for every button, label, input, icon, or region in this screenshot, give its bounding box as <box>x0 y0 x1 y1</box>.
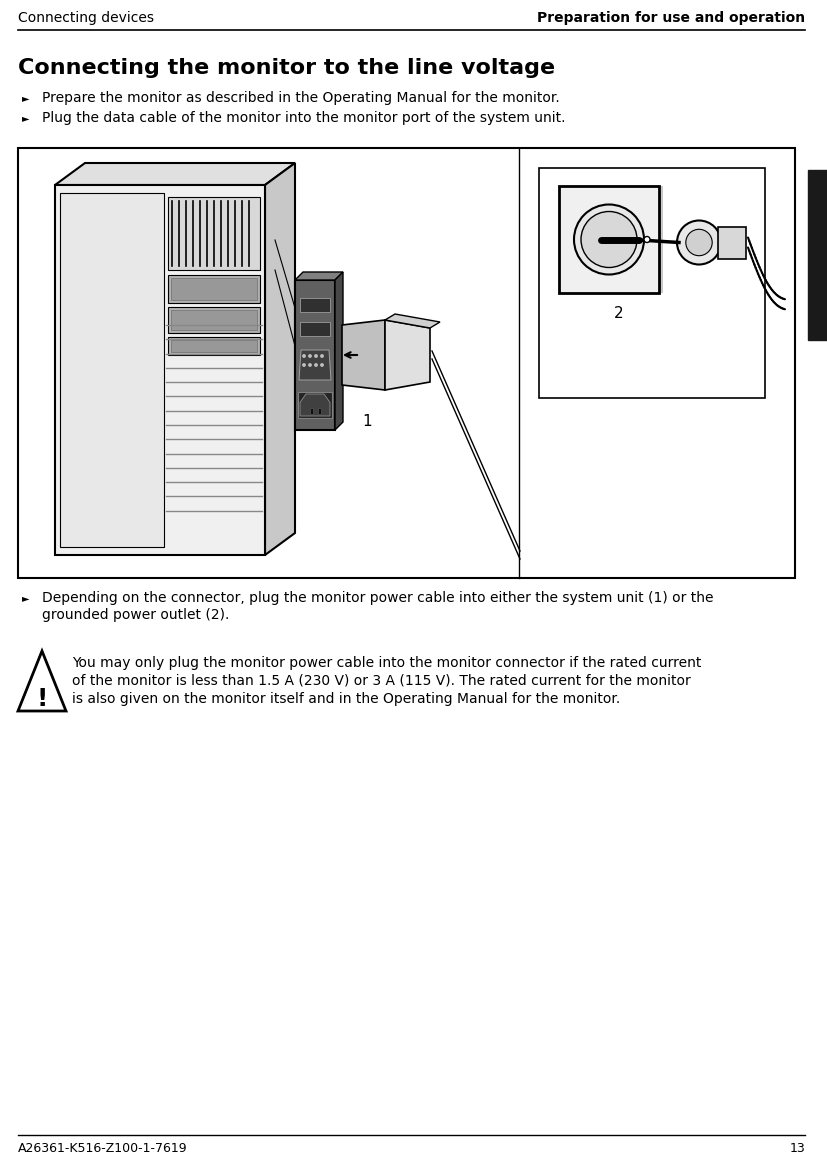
Bar <box>168 198 260 270</box>
Bar <box>808 170 827 340</box>
Circle shape <box>315 364 318 366</box>
Circle shape <box>677 221 721 264</box>
Bar <box>318 408 321 413</box>
Bar <box>168 307 260 333</box>
Bar <box>295 280 335 430</box>
Text: ►: ► <box>22 593 30 603</box>
Polygon shape <box>18 651 66 711</box>
Polygon shape <box>335 271 343 430</box>
Text: A26361-K516-Z100-1-7619: A26361-K516-Z100-1-7619 <box>18 1141 188 1155</box>
Circle shape <box>303 364 305 366</box>
Bar <box>60 193 165 547</box>
Bar <box>171 278 257 300</box>
Circle shape <box>315 355 318 357</box>
Polygon shape <box>55 163 295 185</box>
Polygon shape <box>563 186 663 293</box>
Text: grounded power outlet (2).: grounded power outlet (2). <box>42 608 229 623</box>
Polygon shape <box>385 320 430 390</box>
Circle shape <box>644 237 650 243</box>
Text: 1: 1 <box>362 415 372 430</box>
Circle shape <box>308 364 311 366</box>
Text: Prepare the monitor as described in the Operating Manual for the monitor.: Prepare the monitor as described in the … <box>42 91 560 105</box>
Bar <box>168 337 260 355</box>
Polygon shape <box>299 350 331 380</box>
Bar <box>18 148 795 578</box>
Bar <box>171 340 257 352</box>
Bar <box>718 226 746 259</box>
Text: Plug the data cable of the monitor into the monitor port of the system unit.: Plug the data cable of the monitor into … <box>42 111 566 125</box>
Text: Connecting devices: Connecting devices <box>18 12 154 25</box>
Polygon shape <box>265 163 295 556</box>
Bar <box>539 167 765 398</box>
Bar <box>298 392 332 418</box>
Text: 2: 2 <box>614 306 624 320</box>
Bar <box>168 275 260 303</box>
Polygon shape <box>342 320 385 390</box>
Polygon shape <box>295 271 343 280</box>
Circle shape <box>574 204 644 275</box>
Text: Preparation for use and operation: Preparation for use and operation <box>537 12 805 25</box>
Circle shape <box>308 355 311 357</box>
Text: !: ! <box>36 687 48 711</box>
Text: Depending on the connector, plug the monitor power cable into either the system : Depending on the connector, plug the mon… <box>42 591 714 605</box>
Circle shape <box>303 355 305 357</box>
Bar <box>171 310 257 330</box>
Text: ►: ► <box>22 94 30 103</box>
Circle shape <box>581 211 637 268</box>
Polygon shape <box>300 394 330 416</box>
Text: 13: 13 <box>789 1141 805 1155</box>
Text: ►: ► <box>22 113 30 122</box>
Circle shape <box>321 355 323 357</box>
Polygon shape <box>55 185 265 556</box>
Circle shape <box>686 230 712 255</box>
Text: You may only plug the monitor power cable into the monitor connector if the rate: You may only plug the monitor power cabl… <box>72 656 701 670</box>
Polygon shape <box>385 314 440 328</box>
Bar <box>300 298 330 312</box>
Bar <box>300 322 330 336</box>
Text: of the monitor is less than 1.5 A (230 V) or 3 A (115 V). The rated current for : of the monitor is less than 1.5 A (230 V… <box>72 675 691 688</box>
Text: Connecting the monitor to the line voltage: Connecting the monitor to the line volta… <box>18 58 555 79</box>
Bar <box>309 408 313 413</box>
Bar <box>559 186 659 293</box>
Circle shape <box>321 364 323 366</box>
Text: is also given on the monitor itself and in the Operating Manual for the monitor.: is also given on the monitor itself and … <box>72 692 620 706</box>
